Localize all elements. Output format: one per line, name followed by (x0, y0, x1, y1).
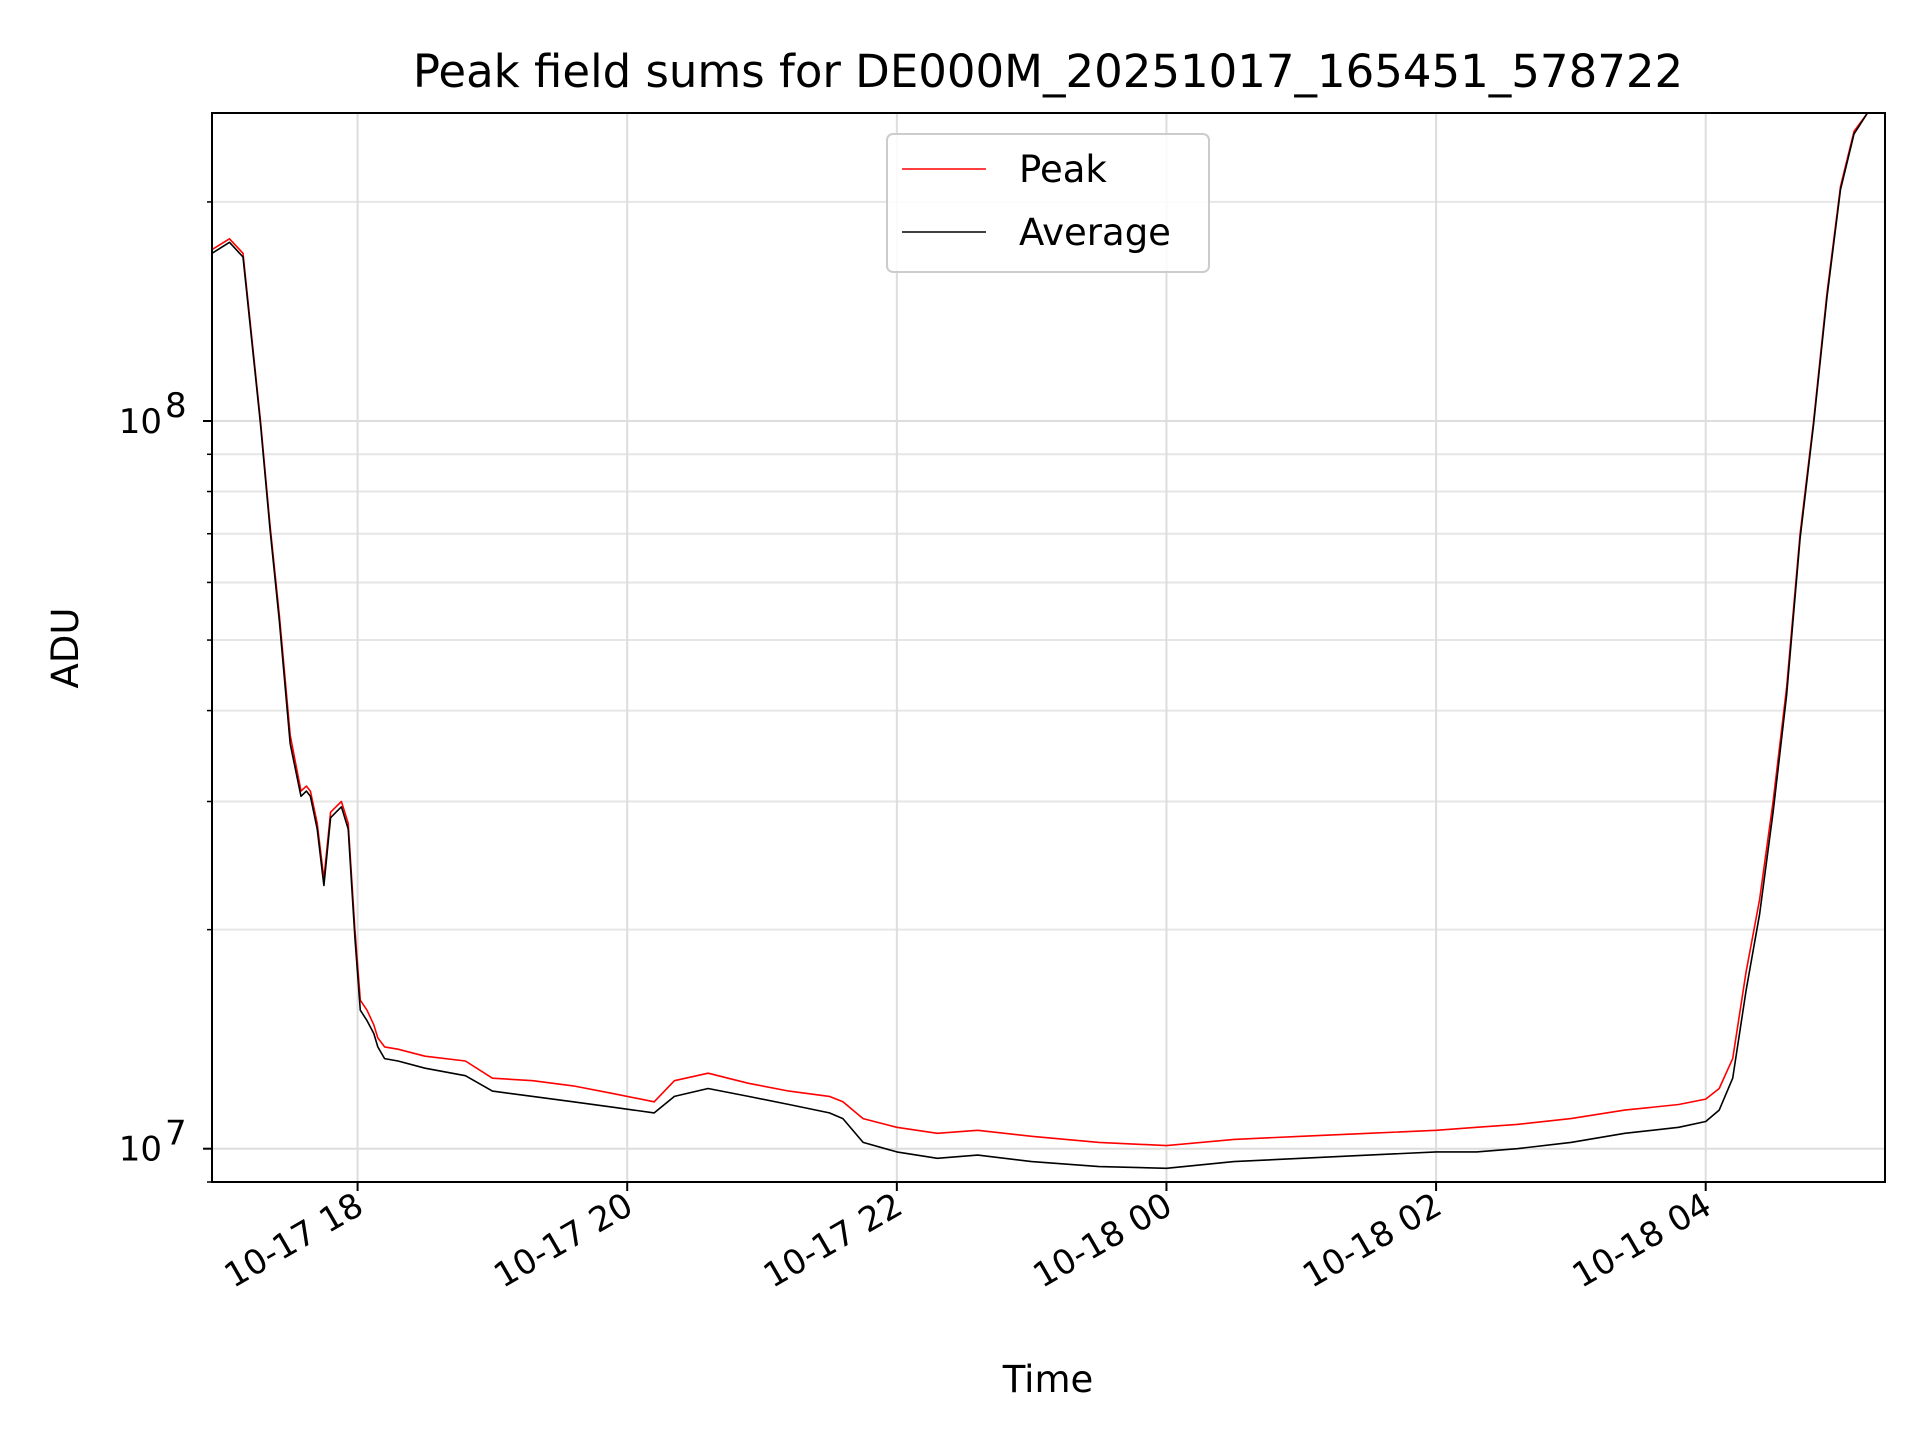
x-tick-label: 10-17 18 (218, 1185, 370, 1296)
legend: Peak Average (886, 133, 1210, 273)
ticks: 10 710 810-17 18 10-17 20 10-17 22 10-18 00 10… (119, 201, 1718, 1296)
x-tick-label: 10-18 04 (1566, 1185, 1718, 1296)
x-tick-label: 10-18 00 (1027, 1185, 1179, 1296)
y-tick-label: 10 (119, 402, 162, 442)
x-axis-label: Time (1002, 1358, 1094, 1401)
x-tick-label: 10-17 22 (757, 1185, 909, 1296)
y-tick-exponent: 8 (165, 386, 187, 426)
y-axis-label: ADU (44, 608, 87, 689)
axes-frame (211, 112, 1886, 1183)
series-layer (212, 113, 1885, 1170)
legend-label-average: Average (1019, 211, 1171, 254)
y-tick-label: 10 (119, 1130, 162, 1170)
y-tick-exponent: 7 (165, 1114, 187, 1154)
legend-label-peak: Peak (1019, 148, 1107, 191)
x-tick-label: 10-18 02 (1296, 1185, 1448, 1296)
grid (212, 113, 1885, 1183)
series-line-average (212, 113, 1885, 1170)
x-tick-label: 10-17 20 (487, 1185, 639, 1296)
chart-title: Peak field sums for DE000M_20251017_1654… (413, 45, 1683, 98)
